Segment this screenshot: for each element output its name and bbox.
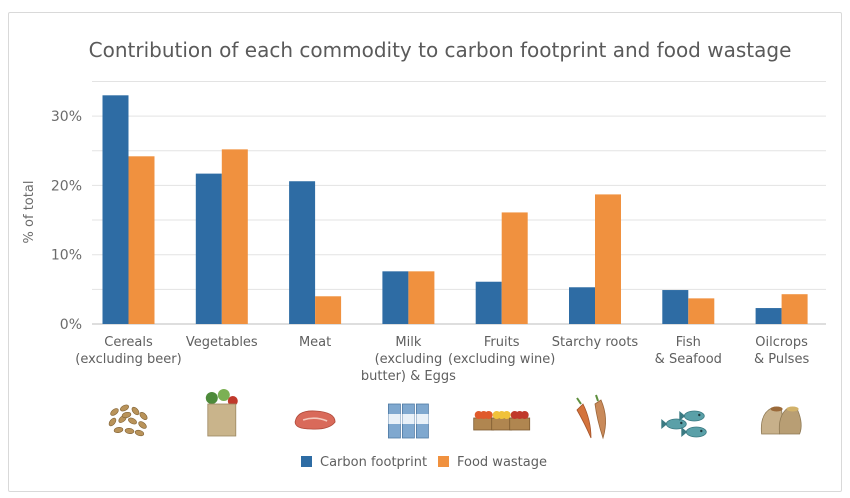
- grain: [121, 411, 132, 419]
- category-label: Starchy roots: [552, 335, 639, 350]
- starchy-roots-icon: [576, 394, 606, 440]
- bar-food-wastage: [781, 294, 808, 324]
- grain: [128, 417, 137, 425]
- grains-icon: [108, 404, 148, 437]
- legend-swatch: [438, 456, 449, 467]
- chart-title: Contribution of each commodity to carbon…: [89, 38, 792, 62]
- fish: [683, 410, 705, 422]
- fish-eye: [680, 421, 683, 425]
- grain: [131, 406, 140, 416]
- fish-eye: [698, 413, 701, 417]
- milk-cartons-icon: [387, 403, 429, 439]
- category-labels: Cereals (excluding beer) Vegetables Meat Mil…: [75, 335, 809, 384]
- y-axis-label: % of total: [22, 181, 37, 244]
- fat-streak: [302, 417, 328, 422]
- fish-tail: [679, 411, 686, 421]
- category-label: Fish & Seafood: [655, 335, 722, 367]
- category-label: Cereals (excluding beer): [75, 335, 181, 367]
- leaf: [217, 389, 230, 401]
- bar-food-wastage: [688, 298, 715, 324]
- grain: [113, 427, 124, 433]
- carton-label: [388, 414, 401, 424]
- leaf: [205, 392, 218, 404]
- bar-food-wastage: [501, 212, 528, 324]
- root: [576, 403, 592, 439]
- grain: [120, 404, 129, 412]
- meat-icon: [294, 410, 336, 430]
- bar-carbon-footprint: [475, 281, 502, 324]
- grain: [134, 429, 145, 437]
- bar-food-wastage: [221, 149, 248, 324]
- grain: [124, 428, 135, 434]
- grain: [108, 417, 117, 427]
- fish-eye: [700, 429, 703, 433]
- bar-food-wastage: [128, 156, 155, 324]
- bar-carbon-footprint: [102, 95, 129, 324]
- grain: [139, 412, 148, 420]
- root: [594, 399, 606, 440]
- seeds: [770, 406, 783, 412]
- crate: [491, 417, 513, 431]
- y-tick-labels: 0% 10% 20% 30%: [51, 109, 82, 333]
- fruit: [484, 411, 493, 419]
- bar-carbon-footprint: [755, 308, 782, 324]
- fish-tail: [661, 419, 668, 429]
- bar-carbon-footprint: [662, 290, 689, 324]
- bar-food-wastage: [408, 271, 435, 324]
- grain: [110, 408, 119, 416]
- meat-cut: [294, 410, 336, 430]
- category-label: Fruits (excluding wine): [448, 335, 555, 367]
- fruit: [502, 411, 511, 419]
- bars: [102, 95, 808, 324]
- sack: [778, 407, 802, 435]
- bar-carbon-footprint: [195, 173, 222, 324]
- category-label: Vegetables: [186, 335, 258, 350]
- y-tick-label: 0%: [60, 317, 82, 333]
- bar-carbon-footprint: [289, 181, 316, 324]
- seeds: [786, 406, 799, 412]
- y-tick-label: 10%: [51, 248, 82, 264]
- legend-label: Food wastage: [457, 455, 547, 470]
- carton-label: [416, 414, 429, 424]
- vegetable-bag-icon: [205, 389, 238, 437]
- fruit: [520, 411, 529, 419]
- legend-label: Carbon footprint: [320, 455, 427, 470]
- y-tick-label: 30%: [51, 109, 82, 125]
- bar-carbon-footprint: [569, 287, 595, 324]
- category-label: Meat: [299, 335, 331, 350]
- legend-swatch: [301, 456, 312, 467]
- oilcrop-sacks-icon: [760, 406, 802, 435]
- grain: [138, 421, 147, 429]
- category-label: Oilcrops & Pulses: [754, 335, 810, 367]
- legend: Carbon footprint Food wastage: [301, 455, 547, 470]
- bar-food-wastage: [595, 194, 621, 324]
- fruit-crates-icon: [473, 411, 531, 431]
- category-icons: [108, 389, 802, 440]
- bar-carbon-footprint: [382, 271, 409, 324]
- tomato: [227, 396, 238, 406]
- carton-label: [402, 414, 415, 424]
- fish: [665, 418, 687, 430]
- bag: [207, 403, 237, 437]
- fish-icon: [661, 410, 707, 438]
- crate: [473, 417, 495, 431]
- y-tick-label: 20%: [51, 178, 82, 194]
- root-leaves: [576, 394, 599, 405]
- crate: [509, 417, 531, 431]
- bar-food-wastage: [315, 296, 342, 324]
- fish: [685, 426, 707, 438]
- fish-tail: [681, 427, 688, 437]
- category-label: Milk (excluding butter) & Eggs: [361, 335, 456, 384]
